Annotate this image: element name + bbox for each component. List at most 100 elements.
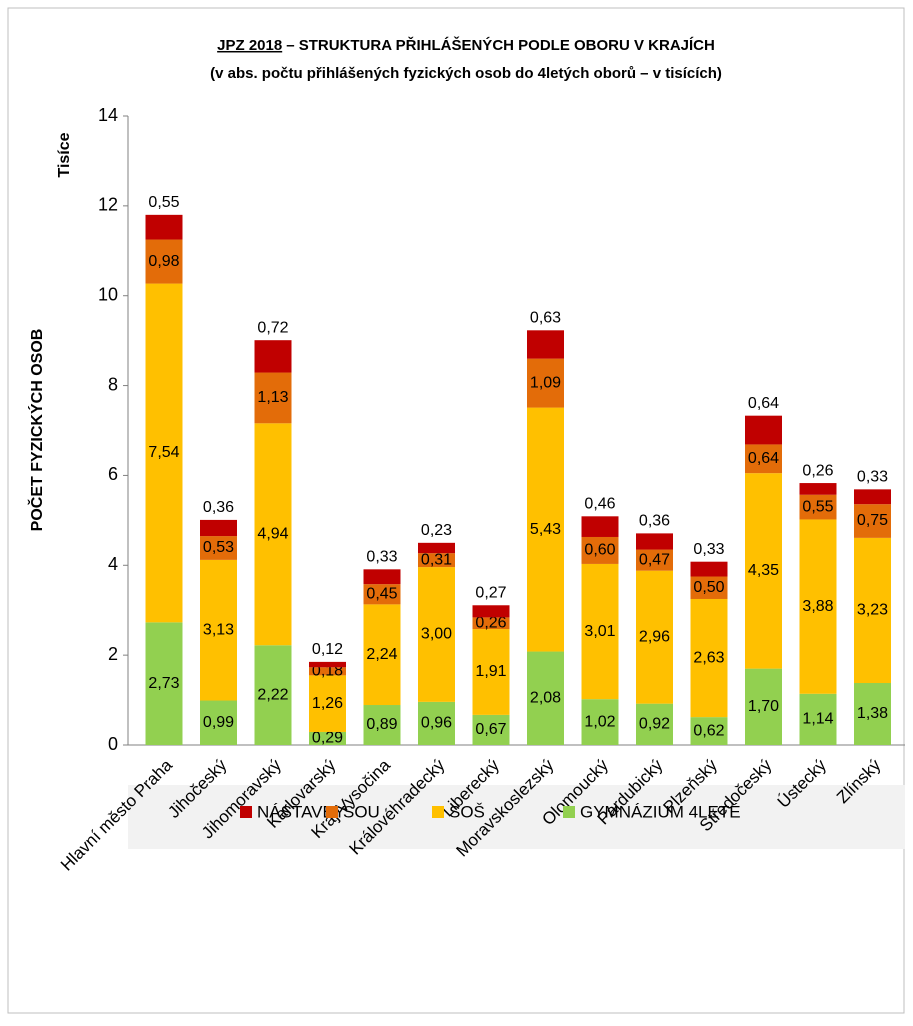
legend-swatch bbox=[326, 806, 338, 818]
bar-segment bbox=[418, 567, 455, 702]
bar-segment bbox=[854, 489, 891, 505]
bar-segment bbox=[799, 519, 837, 694]
bar-segment bbox=[527, 407, 564, 652]
bar-segment bbox=[309, 731, 346, 745]
chart-title: – STRUKTURA PŘIHLÁŠENÝCH PODLE OBORU V K… bbox=[286, 36, 715, 54]
y-tick-label: 2 bbox=[108, 644, 118, 664]
bar-segment bbox=[745, 668, 782, 745]
bar-segment bbox=[472, 629, 510, 715]
legend-box bbox=[128, 785, 905, 849]
bar-segment bbox=[363, 584, 401, 605]
bar-segment bbox=[581, 536, 619, 564]
bar-segment bbox=[418, 542, 455, 554]
bar-segment bbox=[745, 415, 782, 445]
data-label: 0,33 bbox=[693, 541, 724, 558]
data-label: 0,67 bbox=[475, 721, 506, 738]
data-label: 5,43 bbox=[530, 521, 561, 538]
bar-segment bbox=[636, 549, 673, 571]
data-label: 2,08 bbox=[530, 689, 561, 706]
bar-segment bbox=[745, 444, 782, 474]
data-label: 1,13 bbox=[257, 389, 288, 406]
data-label: 2,73 bbox=[148, 675, 179, 692]
data-label: 0,62 bbox=[693, 722, 724, 739]
data-label: 0,12 bbox=[312, 641, 343, 658]
bar-segment bbox=[200, 519, 237, 537]
bar-segment bbox=[309, 661, 346, 668]
bar-segment bbox=[309, 675, 346, 732]
data-label: 2,22 bbox=[257, 686, 288, 703]
bar-segment bbox=[254, 423, 292, 646]
y-tick-label: 6 bbox=[108, 464, 118, 484]
y-tick-label: 0 bbox=[108, 734, 118, 754]
bar-segment bbox=[527, 358, 564, 408]
legend-label: SOU bbox=[343, 802, 380, 821]
legend-swatch bbox=[432, 806, 444, 818]
bar-segment bbox=[636, 703, 673, 745]
bar-segment bbox=[418, 701, 455, 745]
data-label: 0,27 bbox=[475, 584, 506, 601]
bar-segment bbox=[581, 563, 619, 700]
bar-segment bbox=[472, 605, 510, 618]
legend-label: SOŠ bbox=[449, 802, 485, 821]
legend-label: NÁSTAVBY bbox=[257, 802, 345, 821]
bar-segment bbox=[854, 504, 891, 538]
data-label: 1,14 bbox=[802, 711, 833, 728]
data-label: 0,33 bbox=[857, 469, 888, 486]
bar-segment bbox=[799, 483, 837, 495]
data-label: 4,94 bbox=[257, 526, 288, 543]
data-label: 0,45 bbox=[366, 585, 397, 602]
data-label: 1,26 bbox=[312, 695, 343, 712]
chart-title-underlined: JPZ 2018 bbox=[217, 37, 282, 54]
data-label: 3,13 bbox=[203, 621, 234, 638]
bar-segment bbox=[472, 617, 510, 630]
y-tick-label: 8 bbox=[108, 374, 118, 394]
data-label: 1,09 bbox=[530, 374, 561, 391]
bar-segment bbox=[472, 714, 510, 745]
data-label: 0,92 bbox=[639, 716, 670, 733]
data-label: 0,47 bbox=[639, 551, 670, 568]
data-label: 1,91 bbox=[475, 663, 506, 680]
bar-segment bbox=[200, 536, 237, 560]
data-label: 0,96 bbox=[421, 715, 452, 732]
bar-segment bbox=[145, 239, 183, 284]
data-label: 0,64 bbox=[748, 450, 779, 467]
data-label: 4,35 bbox=[748, 562, 779, 579]
data-label: 3,23 bbox=[857, 602, 888, 619]
bar-segment bbox=[690, 717, 728, 745]
bar-segment bbox=[636, 570, 673, 704]
data-label: 1,02 bbox=[584, 713, 615, 730]
data-label: 2,24 bbox=[366, 646, 397, 663]
data-label: 0,23 bbox=[421, 522, 452, 539]
data-label: 0,53 bbox=[203, 539, 234, 556]
bar-segment bbox=[363, 604, 401, 706]
bar-segment bbox=[145, 283, 183, 623]
y-tick-label: 14 bbox=[98, 105, 118, 125]
y-tick-label: 10 bbox=[98, 284, 118, 304]
bar-segment bbox=[690, 561, 728, 577]
bar-segment bbox=[690, 598, 728, 718]
bar-segment bbox=[854, 682, 891, 745]
data-label: 0,36 bbox=[639, 513, 670, 530]
bar-segment bbox=[690, 576, 728, 599]
data-label: 1,38 bbox=[857, 705, 888, 722]
data-label: 1,70 bbox=[748, 698, 779, 715]
bar-segment bbox=[145, 622, 183, 745]
bar-segment bbox=[145, 214, 183, 240]
data-label: 0,26 bbox=[802, 462, 833, 479]
bar-segment bbox=[581, 699, 619, 745]
bar-segment bbox=[200, 559, 237, 701]
bar-segment bbox=[418, 553, 455, 568]
data-label: 0,72 bbox=[257, 319, 288, 336]
data-label: 3,01 bbox=[584, 623, 615, 640]
data-label: 0,75 bbox=[857, 512, 888, 529]
data-label: 0,64 bbox=[748, 395, 779, 412]
data-label: 7,54 bbox=[148, 444, 179, 461]
y-tick-label: 12 bbox=[98, 195, 118, 215]
bar-segment bbox=[254, 372, 292, 424]
data-label: 0,33 bbox=[366, 549, 397, 566]
data-label: 0,36 bbox=[203, 499, 234, 516]
bar-segment bbox=[745, 473, 782, 669]
data-label: 0,55 bbox=[148, 194, 179, 211]
bar-segment bbox=[527, 330, 564, 359]
